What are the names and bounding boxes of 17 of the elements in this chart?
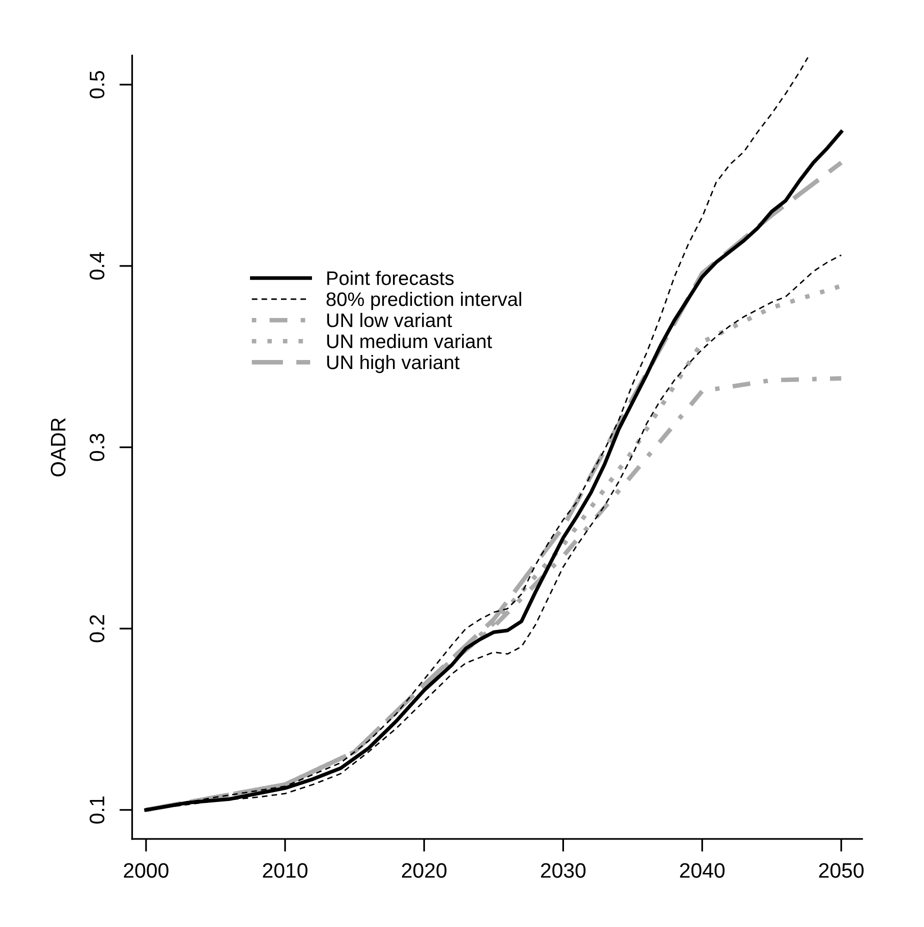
legend-label: UN low variant bbox=[327, 312, 452, 328]
legend-label: UN high variant bbox=[327, 354, 460, 374]
x-tick-label: 2020 bbox=[402, 863, 446, 878]
y-tick-label: 0.4 bbox=[90, 252, 104, 280]
x-tick-label: 2040 bbox=[680, 863, 725, 878]
legend-label: Point forecasts bbox=[327, 270, 454, 286]
x-tick-label: 2000 bbox=[124, 863, 168, 878]
x-tick-label: 2030 bbox=[541, 863, 586, 878]
y-tick-label: 0.3 bbox=[90, 434, 104, 461]
legend-label: UN medium variant bbox=[327, 334, 492, 348]
y-axis-title: OADR bbox=[50, 418, 66, 476]
y-tick-label: 0.5 bbox=[90, 71, 104, 98]
y-tick-label: 0.1 bbox=[90, 796, 104, 824]
x-tick-label: 2050 bbox=[819, 863, 864, 878]
y-tick-label: 0.2 bbox=[90, 615, 104, 642]
legend-label: 80% prediction interval bbox=[326, 292, 522, 310]
x-tick-label: 2010 bbox=[262, 863, 308, 878]
